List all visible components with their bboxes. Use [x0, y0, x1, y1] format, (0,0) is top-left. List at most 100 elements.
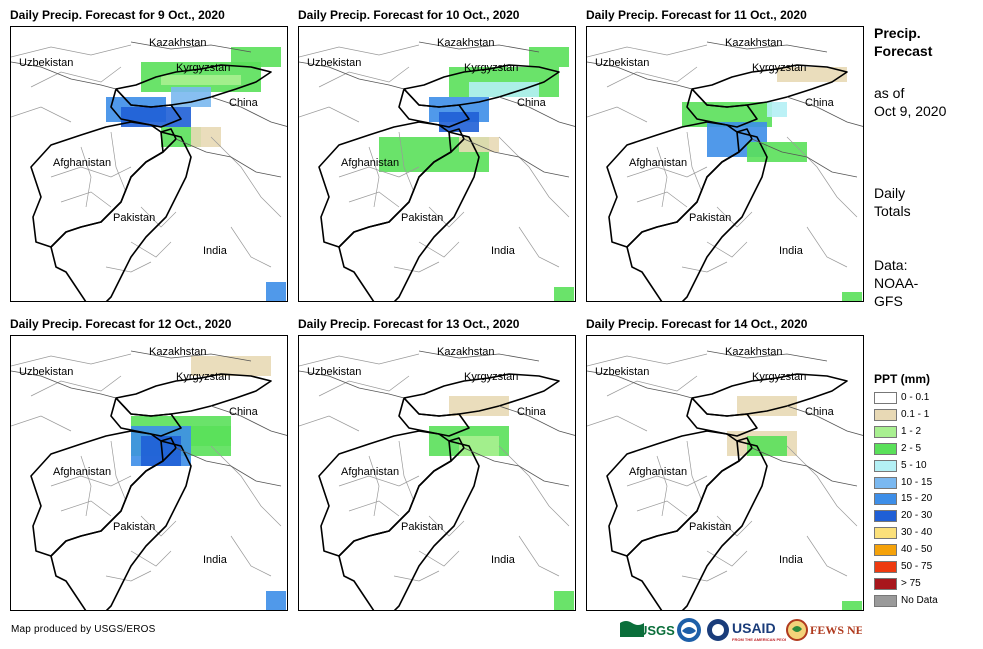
- as-of-value: Oct 9, 2020: [874, 103, 947, 119]
- legend-label: 10 - 15: [901, 476, 933, 488]
- forecast-map: Kazakhstan Uzbekistan Kyrgyzstan China Afgha…: [10, 335, 288, 611]
- country-label-kyrgyzstan: Kyrgyzstan: [464, 371, 519, 383]
- heading-line-2: Forecast: [874, 43, 933, 59]
- precip-area: [191, 127, 221, 147]
- country-label-india: India: [491, 554, 515, 566]
- country-label-uzbekistan: Uzbekistan: [19, 366, 74, 378]
- admin-boundaries: [11, 44, 282, 273]
- precip-area: [469, 82, 539, 97]
- country-label-india: India: [491, 245, 515, 257]
- country-label-india: India: [203, 245, 227, 257]
- legend-title: PPT (mm): [874, 372, 931, 386]
- precip-forecast-heading: Precip. Forecast: [874, 24, 932, 60]
- forecast-panel: Daily Precip. Forecast for 12 Oct., 2020…: [10, 317, 288, 611]
- country-borders: [318, 64, 560, 301]
- panel-title: Daily Precip. Forecast for 13 Oct., 2020: [298, 317, 520, 331]
- legend-swatch: [874, 476, 897, 489]
- legend-label: No Data: [901, 594, 938, 606]
- usaid-logo: USAID FROM THE AMERICAN PEOPLE: [706, 617, 793, 643]
- legend-label: 5 - 10: [901, 459, 927, 471]
- precip-area: [459, 436, 499, 456]
- map-graphic: [587, 350, 863, 610]
- country-label-kyrgyzstan: Kyrgyzstan: [464, 62, 519, 74]
- country-label-afghanistan: Afghanistan: [341, 157, 400, 169]
- neighbor-borders: [299, 350, 575, 487]
- admin-boundaries: [587, 44, 858, 273]
- as-of-date: as of Oct 9, 2020: [874, 84, 946, 120]
- forecast-panel: Daily Precip. Forecast for 14 Oct., 2020…: [586, 317, 864, 611]
- country-label-kazakhstan: Kazakhstan: [149, 346, 207, 358]
- country-label-kyrgyzstan: Kyrgyzstan: [752, 371, 807, 383]
- precip-area: [767, 102, 787, 117]
- admin-boundaries: [11, 353, 282, 582]
- forecast-panel: Daily Precip. Forecast for 13 Oct., 2020…: [298, 317, 576, 611]
- legend-swatch: [874, 425, 897, 438]
- as-of-label: as of: [874, 85, 905, 101]
- panel-title: Daily Precip. Forecast for 14 Oct., 2020: [586, 317, 808, 331]
- svg-text:USGS: USGS: [638, 623, 675, 638]
- precip-area: [554, 591, 574, 610]
- precip-area: [747, 142, 807, 162]
- legend-swatch: [874, 577, 897, 590]
- country-borders: [30, 64, 272, 301]
- country-borders: [30, 373, 272, 610]
- country-label-uzbekistan: Uzbekistan: [19, 57, 74, 69]
- country-label-kyrgyzstan: Kyrgyzstan: [752, 62, 807, 74]
- heading-line-1: Precip.: [874, 25, 921, 41]
- map-graphic: [11, 41, 287, 301]
- country-label-kazakhstan: Kazakhstan: [725, 37, 783, 49]
- precip-area: [191, 426, 231, 446]
- totals-line-1: Daily: [874, 185, 906, 201]
- precip-area: [171, 87, 211, 107]
- admin-boundaries: [299, 44, 570, 273]
- legend-swatch: [874, 544, 897, 557]
- country-label-india: India: [779, 245, 803, 257]
- forecast-panel: Daily Precip. Forecast for 10 Oct., 2020…: [298, 8, 576, 302]
- neighbor-borders: [11, 350, 287, 487]
- legend-label: 15 - 20: [901, 493, 933, 505]
- neighbor-borders: [587, 350, 863, 487]
- admin-boundaries: [299, 353, 570, 582]
- legend-swatch: [874, 493, 897, 506]
- precip-area: [266, 591, 286, 610]
- data-source-line-2: GFS: [874, 293, 903, 309]
- precip-area: [842, 292, 862, 301]
- panel-title: Daily Precip. Forecast for 10 Oct., 2020: [298, 8, 520, 22]
- neighbor-borders: [299, 41, 575, 178]
- country-label-afghanistan: Afghanistan: [629, 466, 688, 478]
- precip-area: [842, 601, 862, 610]
- country-borders: [606, 373, 848, 610]
- precip-area: [161, 75, 241, 85]
- credit-text: Map produced by USGS/EROS: [11, 624, 156, 635]
- neighbor-borders: [11, 41, 287, 178]
- country-label-india: India: [779, 554, 803, 566]
- country-label-afghanistan: Afghanistan: [341, 466, 400, 478]
- country-label-china: China: [805, 97, 834, 109]
- legend-swatch: [874, 561, 897, 573]
- legend-swatch: [874, 527, 897, 540]
- usgs-logo: USGS: [618, 617, 680, 643]
- fewsnet-logo: FEWS NET: [786, 617, 872, 643]
- map-graphic: [299, 350, 575, 610]
- panel-title: Daily Precip. Forecast for 11 Oct., 2020: [586, 8, 807, 22]
- legend-swatch: [874, 392, 897, 404]
- forecast-map: Kazakhstan Uzbekistan Kyrgyzstan China Afgha…: [10, 26, 288, 302]
- country-label-uzbekistan: Uzbekistan: [595, 57, 650, 69]
- country-label-afghanistan: Afghanistan: [53, 466, 112, 478]
- data-source-label: Data:: [874, 257, 908, 273]
- noaa-seal-icon: [677, 618, 701, 642]
- country-label-afghanistan: Afghanistan: [53, 157, 112, 169]
- totals-line-2: Totals: [874, 203, 911, 219]
- svg-text:USAID: USAID: [732, 620, 776, 636]
- map-graphic: [299, 41, 575, 301]
- legend-swatch: [874, 408, 897, 421]
- precip-area: [737, 396, 797, 416]
- country-label-china: China: [229, 97, 258, 109]
- legend-label: 2 - 5: [901, 442, 922, 454]
- admin-boundaries: [587, 353, 858, 582]
- legend-label: 0 - 0.1: [901, 392, 930, 403]
- legend-label: 30 - 40: [901, 527, 933, 539]
- precip-area: [449, 396, 509, 416]
- legend-swatch: [874, 594, 897, 607]
- country-label-pakistan: Pakistan: [113, 521, 156, 533]
